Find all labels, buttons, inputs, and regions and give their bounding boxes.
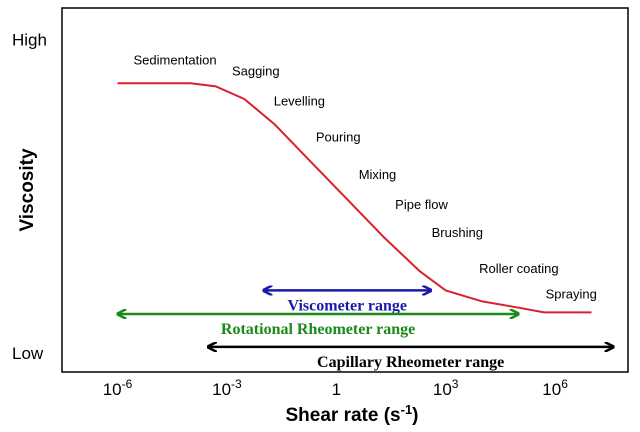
x-tick-label-0: 10-6 [103, 377, 133, 399]
process-label-4: Mixing [359, 167, 397, 182]
tick-labels: 10-6 10-3 1 103 106 High Low [12, 30, 568, 399]
annotation-layer: Sedimentation Sagging Levelling Pouring Mixi… [134, 52, 597, 301]
process-label-6: Brushing [432, 225, 483, 240]
range-layer: Viscometer range Rotational Rheometer ran… [118, 290, 614, 371]
y-tick-label-1: Low [12, 344, 44, 363]
process-label-8: Spraying [546, 286, 597, 301]
x-tick-label-3: 103 [433, 377, 459, 399]
process-label-7: Roller coating [479, 261, 559, 276]
range-label-1: Rotational Rheometer range [221, 321, 415, 338]
plot-axes [61, 7, 629, 373]
x-tick-label-1: 10-3 [212, 377, 242, 399]
process-label-3: Pouring [316, 129, 361, 144]
viscosity-curve-0 [117, 82, 592, 314]
process-label-5: Pipe flow [395, 197, 448, 212]
plot-frame [61, 7, 629, 373]
x-tick-label-2: 1 [332, 380, 341, 399]
range-label-2: Capillary Rheometer range [317, 354, 504, 371]
process-label-2: Levelling [274, 93, 325, 108]
x-tick-label-4: 106 [542, 377, 568, 399]
y-tick-label-0: High [12, 30, 47, 49]
process-label-0: Sedimentation [134, 52, 217, 67]
process-label-1: Sagging [232, 63, 280, 78]
series-layer [117, 82, 592, 314]
range-label-0: Viscometer range [288, 297, 408, 314]
y-axis-label: Viscosity [17, 148, 38, 232]
x-axis-label: Shear rate (s-1) [285, 402, 418, 426]
